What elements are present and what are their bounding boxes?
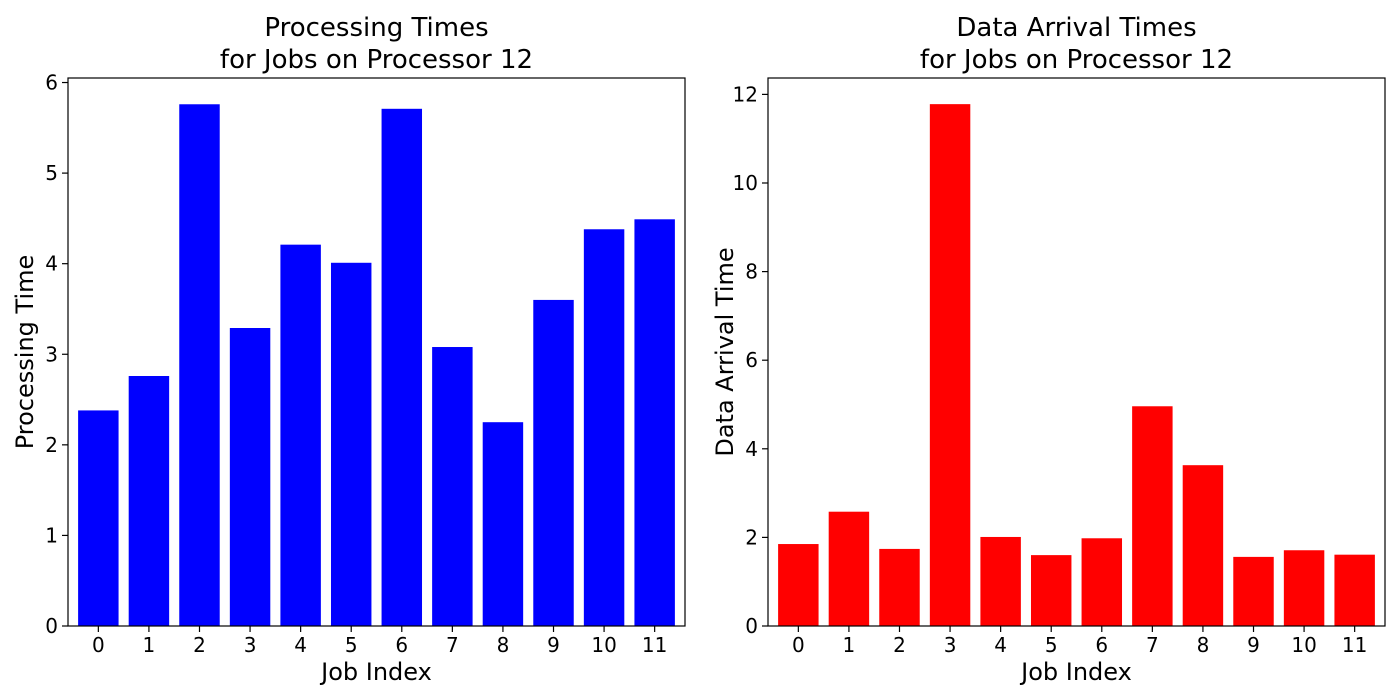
x-tick-label: 10 [591,633,616,657]
bar-job-2 [879,548,920,626]
bar-job-9 [533,299,574,626]
x-tick-label: 8 [1197,633,1210,657]
bar-job-6 [1081,538,1123,626]
x-tick-label: 7 [1146,633,1159,657]
y-axis-label: Processing Time [11,255,39,450]
bar-job-0 [78,410,119,626]
y-tick-label: 10 [733,171,758,195]
bar-job-8 [1182,465,1224,626]
chart-title-line: for Jobs on Processor 12 [220,45,533,75]
x-axis-label: Job Index [319,658,432,686]
y-tick-label: 4 [745,437,758,461]
x-tick-label: 9 [547,633,560,657]
bar-job-11 [634,219,675,627]
x-tick-label: 0 [792,633,805,657]
y-tick-label: 1 [45,523,58,547]
chart-title: Processing Times for Jobs on Processor 12 [220,13,533,75]
bar-job-3 [929,104,971,626]
y-tick-label: 2 [45,433,58,457]
axes-frame [67,77,686,627]
x-tick-label: 6 [395,633,408,657]
x-tick-label: 2 [893,633,906,657]
x-tick-label: 2 [193,633,206,657]
chart-title: Data Arrival Times for Jobs on Processor … [920,13,1233,75]
chart-processing-times: 0 1 2 3 4 5 6 7 8 9 10 11 0 1 2 3 4 5 6 Processing Times for… [11,13,686,686]
bar-job-6 [381,108,423,627]
x-tick-label: 4 [994,633,1007,657]
x-tick-label: 9 [1247,633,1260,657]
y-tick-label: 0 [45,614,58,638]
y-tick-label: 6 [745,348,758,372]
x-tick-label: 5 [345,633,358,657]
y-tick-label: 8 [745,260,758,284]
x-tick-label: 3 [944,633,957,657]
axes-frame [767,77,1386,627]
bar-job-4 [280,244,321,626]
x-axis-label: Job Index [1019,658,1132,686]
x-tick-label: 8 [497,633,510,657]
chart-title-line: for Jobs on Processor 12 [920,45,1233,75]
x-tick-label: 1 [143,633,156,657]
y-tick-label: 2 [745,525,758,549]
bar-job-9 [1233,556,1274,626]
x-tick-label: 3 [244,633,257,657]
bar-job-10 [583,229,625,626]
x-tick-label: 1 [843,633,856,657]
y-tick-label: 12 [733,82,758,106]
bar-job-7 [1132,406,1173,626]
y-tick-label: 3 [45,342,58,366]
chart-title-line: Processing Times [264,13,488,43]
y-tick-label: 0 [745,614,758,638]
x-tick-label: 4 [294,633,307,657]
x-tick-label: 11 [642,633,667,657]
bar-job-11 [1334,554,1375,626]
bar-job-8 [482,422,524,626]
bar-job-4 [980,536,1021,626]
bar-job-0 [778,544,819,626]
bar-job-5 [1030,555,1072,626]
y-tick-label: 6 [45,71,58,95]
x-tick-label: 0 [92,633,105,657]
bar-job-5 [330,262,372,626]
y-tick-label: 5 [45,161,58,185]
bar-job-7 [432,347,473,626]
bar-job-1 [128,376,170,626]
bar-job-10 [1283,550,1325,626]
x-tick-label: 5 [1045,633,1058,657]
chart-title-line: Data Arrival Times [956,13,1196,43]
x-tick-label: 11 [1342,633,1367,657]
y-axis-label: Data Arrival Time [711,247,739,456]
bar-job-3 [229,328,271,626]
x-tick-label: 7 [446,633,459,657]
bar-job-2 [179,104,220,626]
y-tick-label: 4 [45,252,58,276]
x-tick-label: 10 [1291,633,1316,657]
x-tick-label: 6 [1095,633,1108,657]
bar-job-1 [828,511,870,626]
